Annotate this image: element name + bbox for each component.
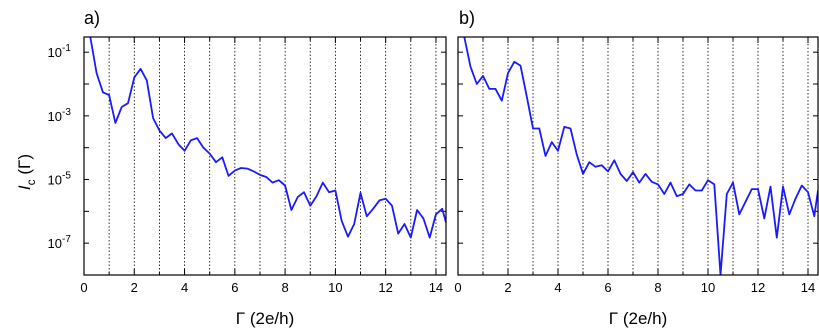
y-tick-label: 10-1 xyxy=(48,43,72,60)
x-tick-label: 12 xyxy=(751,280,765,295)
y-tick-exponent: -1 xyxy=(62,43,71,54)
y-tick-exponent: -7 xyxy=(62,234,71,245)
plot-frame xyxy=(457,36,819,276)
panel-label: a) xyxy=(84,8,100,28)
x-tick-label: 6 xyxy=(231,280,238,295)
x-tick-label: 4 xyxy=(554,280,561,295)
panel-b: 0 2 4 6 8 10 12 14 b) Γ (2e/h) xyxy=(454,8,819,328)
y-axis-title-tail: (Γ) xyxy=(15,154,34,179)
data-series-line xyxy=(89,37,446,239)
panel-a: 0 2 4 6 8 10 12 14 10-7 10-5 10-3 10-1 a) Γ (2e/h) xyxy=(48,8,447,328)
x-tick-label: 4 xyxy=(181,280,188,295)
x-tick-label: 10 xyxy=(701,280,715,295)
x-tick-label: 12 xyxy=(378,280,392,295)
x-axis-title: Γ (2e/h) xyxy=(609,309,668,328)
x-axis-title: Γ (2e/h) xyxy=(236,309,295,328)
x-tick-label: 6 xyxy=(604,280,611,295)
x-tick-label: 14 xyxy=(801,280,815,295)
x-tick-label: 8 xyxy=(654,280,661,295)
x-tick-label: 10 xyxy=(328,280,342,295)
y-tick-label: 10-3 xyxy=(48,107,72,124)
y-axis-title-main: I xyxy=(15,185,34,190)
x-tick-label: 14 xyxy=(429,280,443,295)
y-tick-exponent: -3 xyxy=(62,107,71,118)
y-axis-title-sub: c xyxy=(24,179,38,185)
y-tick-label: 10-5 xyxy=(48,171,72,188)
plot-frame xyxy=(83,36,447,276)
x-tick-label: 2 xyxy=(131,280,138,295)
x-tick-label: 0 xyxy=(454,280,461,295)
y-tick-label: 10-7 xyxy=(48,234,72,251)
x-tick-label: 0 xyxy=(80,280,87,295)
x-tick-label: 2 xyxy=(504,280,511,295)
panel-label: b) xyxy=(459,8,475,28)
data-series-line xyxy=(463,37,818,275)
x-tick-label: 8 xyxy=(281,280,288,295)
y-axis-title: Ic (Γ) xyxy=(15,154,38,190)
y-tick-exponent: -5 xyxy=(62,171,71,182)
